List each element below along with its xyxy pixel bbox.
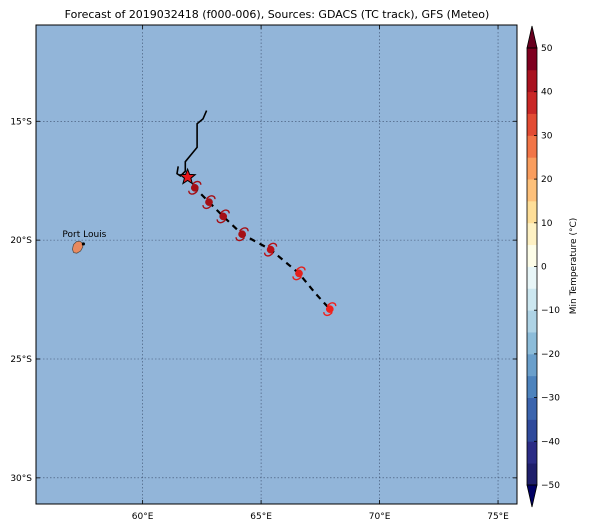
cyclone-core <box>266 245 275 254</box>
colorbar-bands <box>527 48 537 486</box>
colorbar: 50 40 30 20 10 0 −10 −20 −30 −40 −50 Min Temperatu… <box>526 25 579 508</box>
colorbar-band <box>527 441 537 464</box>
cyclone-symbol-icon <box>292 266 306 281</box>
colorbar-band <box>527 332 537 355</box>
map-title: Forecast of 2019032418 (f000-006), Sourc… <box>65 8 490 21</box>
port-louis-marker <box>81 242 85 246</box>
lat-tick-label: 30°S <box>10 474 32 484</box>
cyclone-core <box>190 183 199 192</box>
colorbar-tick-label: 50 <box>541 44 553 54</box>
cyclone-core <box>238 230 246 239</box>
map-panel[interactable]: 60°E 65°E 70°E 75°E 15°S 20°S 25°S 30°S Port Lo… <box>10 24 518 522</box>
lon-tick-label: 65°E <box>250 512 272 522</box>
colorbar-band <box>527 48 537 71</box>
colorbar-band <box>527 353 537 377</box>
colorbar-band <box>527 135 537 158</box>
cyclone-arm-top <box>205 195 216 200</box>
colorbar-band <box>527 463 537 486</box>
colorbar-tick-label: −10 <box>541 306 560 316</box>
colorbar-band <box>527 397 537 420</box>
colorbar-tick-label: −30 <box>541 394 560 404</box>
cyclone-arm-top <box>239 227 249 232</box>
colorbar-ticks: 50 40 30 20 10 0 −10 −20 −30 −40 −50 <box>534 44 560 491</box>
colorbar-band <box>527 288 537 311</box>
lat-tick-label: 25°S <box>10 355 32 365</box>
lon-tick-label: 75°E <box>487 512 509 522</box>
colorbar-extend-min <box>526 484 538 508</box>
colorbar-tick-label: 40 <box>541 88 553 98</box>
cyclone-symbol-icon <box>323 302 337 317</box>
ocean-area <box>36 25 517 504</box>
colorbar-tick-label: 10 <box>541 219 553 229</box>
colorbar-band <box>527 222 537 246</box>
colorbar-band <box>527 266 537 289</box>
cyclone-symbol-icon <box>216 209 230 224</box>
colorbar-tick-label: −50 <box>541 481 560 491</box>
colorbar-extend-max <box>526 25 538 49</box>
colorbar-tick-label: −20 <box>541 350 560 360</box>
cyclone-arm-bottom <box>216 219 227 224</box>
cyclone-arm-bottom <box>188 190 198 195</box>
cyclone-arm-bottom <box>202 204 213 210</box>
cyclone-arm-top <box>295 266 306 271</box>
forecast-cyclone-markers <box>188 180 337 317</box>
colorbar-band <box>527 200 537 224</box>
cyclone-core <box>325 305 334 313</box>
cyclone-arm-bottom <box>263 252 274 257</box>
graticule <box>36 25 517 504</box>
cyclone-arm-bottom <box>292 276 303 281</box>
colorbar-band <box>527 157 537 180</box>
cyclone-arm-top <box>326 302 337 307</box>
cyclone-arm-top <box>191 180 202 186</box>
colorbar-band <box>527 310 537 333</box>
colorbar-tick-label: 20 <box>541 175 553 185</box>
cyclone-symbol-icon <box>235 227 249 242</box>
colorbar-band <box>527 91 537 114</box>
map-border <box>35 24 518 505</box>
current-position-star-icon <box>178 167 197 185</box>
cyclone-core <box>295 269 303 278</box>
mauritius-island <box>72 240 84 254</box>
cyclone-arm-top <box>267 242 278 247</box>
colorbar-band <box>527 244 537 267</box>
cyclone-arm-bottom <box>323 311 333 317</box>
lat-tick-label: 15°S <box>10 117 32 127</box>
cyclone-symbol-icon <box>202 195 216 210</box>
star-shape <box>178 167 197 185</box>
cyclone-arm-top <box>220 209 230 214</box>
colorbar-band <box>527 179 537 202</box>
colorbar-tick-label: −40 <box>541 437 560 447</box>
cyclone-symbol-icon <box>188 180 202 195</box>
cyclone-symbol-icon <box>263 242 278 257</box>
lon-tick-label: 60°E <box>132 512 154 522</box>
colorbar-label: Min Temperature (°C) <box>569 218 579 315</box>
lon-tick-label: 70°E <box>369 512 391 522</box>
cyclone-arm-bottom <box>235 236 246 242</box>
lat-tick-label: 20°S <box>10 236 32 246</box>
port-louis-label: Port Louis <box>62 230 106 240</box>
colorbar-band <box>527 113 537 136</box>
colorbar-band <box>527 69 537 93</box>
cyclone-core <box>205 198 213 206</box>
colorbar-band <box>527 375 537 398</box>
cyclone-core <box>219 212 228 221</box>
colorbar-tick-label: 30 <box>541 131 553 141</box>
colorbar-tick-label: 0 <box>541 263 547 273</box>
colorbar-band <box>527 419 537 442</box>
past-track-line <box>176 110 208 178</box>
axis-ticks: 60°E 65°E 70°E 75°E 15°S 20°S 25°S 30°S <box>10 25 517 522</box>
